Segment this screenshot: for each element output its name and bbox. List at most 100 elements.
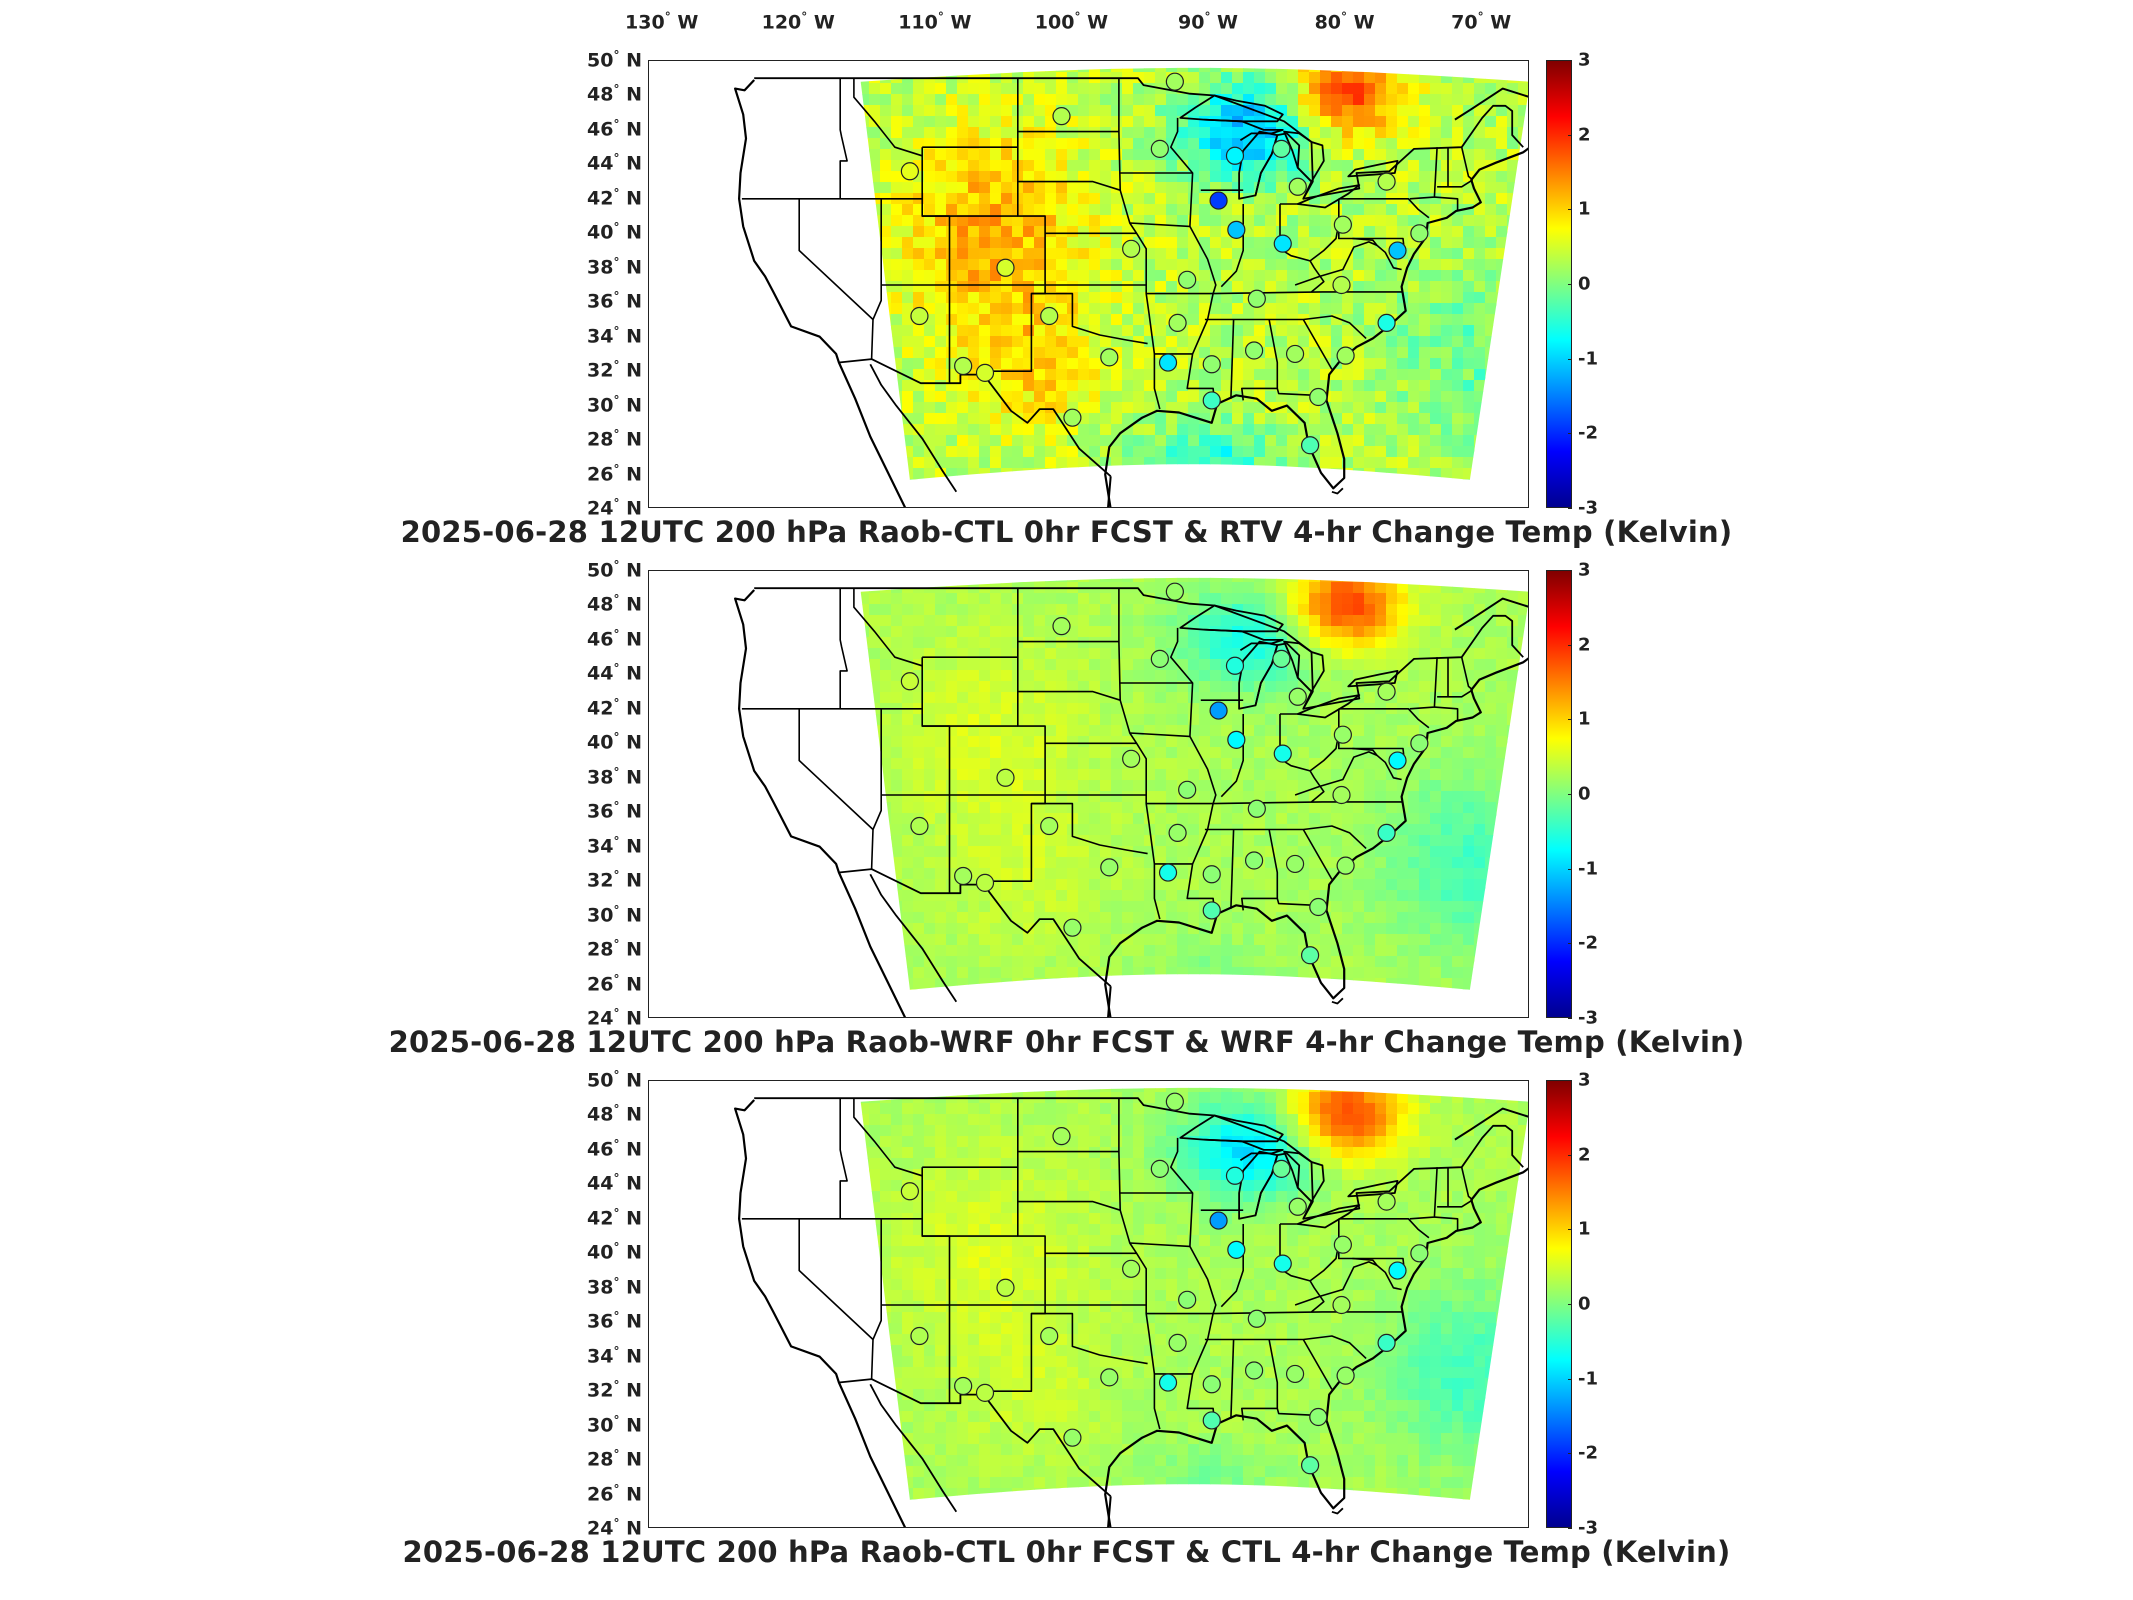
coastline (1203, 1138, 1284, 1162)
state-border (1302, 319, 1333, 370)
coastline (1331, 997, 1344, 1005)
raob-station-marker (996, 1278, 1015, 1297)
raob-station-marker (1209, 191, 1228, 210)
latitude-label: 28° N (587, 1447, 642, 1471)
raob-station-marker (1052, 107, 1071, 126)
coastline (1107, 476, 1112, 507)
raob-station-marker (1285, 1364, 1305, 1384)
state-border (1352, 747, 1402, 781)
latitude-label: 38° N (587, 255, 642, 279)
raob-station-marker (1300, 1456, 1320, 1475)
state-border (870, 198, 882, 360)
latitude-label: 32° N (587, 1378, 642, 1402)
raob-station-marker (910, 1326, 929, 1346)
raob-station-marker (1309, 897, 1328, 917)
coastline (1254, 642, 1313, 710)
longitude-label: 110° W (898, 10, 972, 34)
raob-station-marker (1227, 730, 1246, 749)
state-border (1294, 751, 1378, 796)
raob-station-marker (1225, 656, 1245, 675)
raob-station-marker (1178, 270, 1197, 289)
latitude-label: 32° N (587, 868, 642, 892)
colorbar-tick-label: -3 (1578, 1517, 1598, 1539)
raob-station-marker (1165, 1092, 1184, 1111)
raob-station-marker (1052, 1127, 1071, 1146)
lake-outline (1283, 640, 1325, 693)
colorbar-tick-label: 0 (1578, 783, 1591, 805)
raob-station-marker (1410, 1244, 1429, 1263)
lake-outline (1283, 130, 1325, 183)
coastline (869, 363, 958, 493)
raob-station-marker (900, 672, 919, 691)
state-border (1437, 179, 1474, 188)
state-border (853, 1098, 923, 1177)
coastline (734, 589, 907, 1017)
colorbar-tick-label: -1 (1578, 1368, 1598, 1390)
raob-station-marker (1332, 275, 1351, 295)
state-border (853, 588, 923, 667)
colorbar-tick-mark (1568, 134, 1572, 136)
lake-outline (1283, 1150, 1325, 1203)
latitude-label: 24° N (587, 496, 642, 520)
raob-station-marker (1300, 436, 1320, 455)
latitude-label: 34° N (587, 834, 642, 858)
raob-station-marker (910, 306, 929, 326)
raob-station-marker (1063, 1428, 1082, 1447)
raob-station-marker (1165, 72, 1184, 91)
panel-title: 2025-06-28 12UTC 200 hPa Raob-CTL 0hr FC… (402, 1535, 1731, 1569)
raob-station-marker (975, 1383, 995, 1402)
raob-station-marker (1410, 224, 1429, 243)
country-border (838, 1378, 1112, 1497)
state-border (1118, 588, 1161, 920)
raob-station-marker (900, 162, 919, 181)
state-border (1434, 196, 1459, 211)
raob-station-marker (1244, 1361, 1264, 1380)
colorbar-tick-label: 2 (1578, 634, 1591, 656)
state-border (839, 588, 848, 709)
raob-station-marker (1202, 901, 1221, 920)
raob-station-marker (910, 816, 929, 836)
state-border (1031, 1312, 1148, 1365)
state-border (1302, 1339, 1333, 1390)
state-border (1230, 319, 1235, 399)
colorbar-tick-label: 1 (1578, 1218, 1591, 1240)
coastline (1254, 132, 1313, 200)
raob-station-marker (1336, 346, 1355, 365)
colorbar-tick-mark (1568, 1018, 1572, 1019)
latitude-label: 48° N (587, 82, 642, 107)
state-border (1352, 1257, 1402, 1291)
state-border (798, 708, 874, 831)
raob-station-marker (1178, 1290, 1197, 1309)
raob-station-marker (1285, 854, 1305, 874)
latitude-label: 44° N (587, 1171, 642, 1196)
latitude-label: 40° N (587, 730, 642, 754)
map-plot-area (648, 570, 1529, 1018)
raob-station-marker (1333, 725, 1352, 744)
lake-outline (1296, 184, 1361, 209)
country-border (754, 77, 1524, 200)
raob-station-marker (1063, 918, 1082, 937)
raob-station-marker (1100, 348, 1119, 367)
raob-station-marker (1202, 355, 1221, 374)
raob-station-marker (1202, 1411, 1221, 1430)
raob-station-marker (1158, 353, 1178, 372)
latitude-label: 42° N (587, 186, 642, 210)
lake-outline (1296, 694, 1361, 719)
raob-station-marker (1227, 220, 1246, 239)
latitude-label: 48° N (587, 592, 642, 617)
raob-station-marker (1209, 701, 1228, 720)
colorbar (1546, 570, 1572, 1018)
country-border (754, 1097, 1524, 1220)
state-border (1294, 241, 1378, 286)
state-border (1017, 180, 1121, 191)
raob-station-marker (1178, 780, 1197, 799)
coastline (1203, 118, 1284, 142)
state-border (1338, 1218, 1430, 1239)
coastline (1454, 597, 1528, 631)
raob-station-marker (1377, 823, 1396, 843)
colorbar-tick-mark (1568, 358, 1572, 360)
temperature-change-map (734, 577, 1528, 1017)
raob-station-marker (996, 258, 1015, 277)
raob-station-marker (954, 1376, 973, 1396)
raob-station-marker (1052, 617, 1071, 636)
